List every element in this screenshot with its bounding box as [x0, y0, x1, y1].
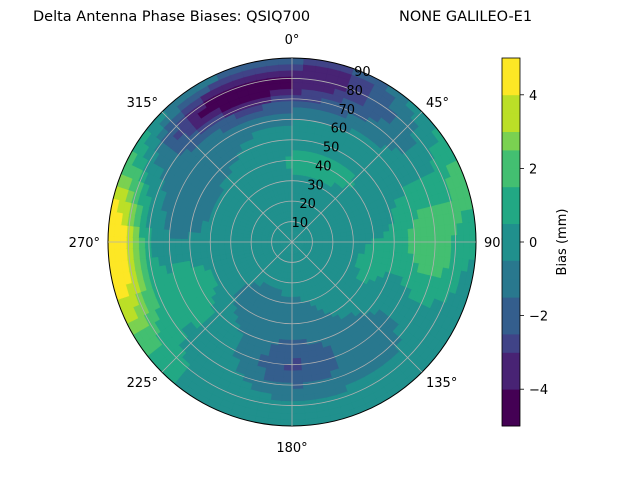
- bias-cell: [284, 143, 293, 151]
- angular-grid-line: [161, 241, 293, 373]
- angular-tick-label: 225°: [127, 376, 158, 391]
- colorbar-band: [502, 407, 520, 427]
- angular-grid-line: [291, 241, 423, 373]
- colorbar-band: [502, 260, 520, 280]
- bias-cell: [286, 173, 293, 182]
- colorbar-band: [502, 297, 520, 316]
- radial-tick-label: 20: [299, 197, 316, 212]
- radial-tick-label: 10: [292, 216, 309, 231]
- angular-grid-line: [161, 111, 293, 243]
- colorbar-tick-label: −2: [529, 310, 548, 325]
- bias-cell: [285, 161, 293, 169]
- colorbar-band: [502, 334, 520, 353]
- colorbar-band: [502, 76, 520, 96]
- colorbar-band: [502, 223, 520, 243]
- chart-subtitle: NONE GALILEO-E1: [399, 9, 533, 25]
- angular-tick-label: 135°: [426, 376, 457, 391]
- colorbar-band: [502, 389, 520, 408]
- colorbar: −4 −2 0 2 4 Bias (mm): [501, 57, 570, 427]
- radial-tick-label: 90: [354, 65, 371, 80]
- polar-grid: [107, 57, 477, 427]
- colorbar-band: [502, 131, 520, 151]
- colorbar-tick-label: 0: [529, 236, 537, 251]
- colorbar-tick-label: −4: [529, 383, 548, 398]
- colorbar-tick-label: 4: [529, 89, 537, 104]
- bias-cell: [108, 247, 116, 263]
- colorbar-band: [502, 113, 520, 132]
- colorbar-band: [502, 370, 520, 390]
- angular-tick-label: 180°: [276, 441, 307, 456]
- bias-cell: [468, 221, 476, 237]
- colorbar-band: [502, 278, 520, 298]
- angular-tick-label: 315°: [127, 96, 158, 111]
- angular-tick-label: 45°: [426, 96, 449, 111]
- colorbar-band: [502, 58, 520, 77]
- colorbar-band: [502, 150, 520, 169]
- radial-tick-label: 30: [307, 178, 324, 193]
- bias-cell: [286, 167, 293, 175]
- bias-cell: [290, 419, 307, 426]
- angular-tick-label: 0°: [285, 33, 300, 48]
- chart-title: Delta Antenna Phase Biases: QSIQ700: [33, 9, 311, 25]
- colorbar-tick-label: 2: [529, 162, 537, 177]
- bias-cell: [281, 106, 293, 114]
- radial-tick-label: 70: [338, 103, 355, 118]
- colorbar-band: [502, 352, 520, 372]
- bias-cell: [291, 370, 303, 378]
- angular-tick-label: 90°: [484, 236, 507, 251]
- radial-tick-label: 60: [331, 122, 348, 137]
- colorbar-band: [502, 186, 520, 206]
- bias-cell: [277, 58, 294, 65]
- radial-tick-labels: 10 20 30 40 50 60 70 80 90: [292, 65, 371, 231]
- angular-tick-labels: 0° 45° 90° 135° 180° 225° 270° 315°: [69, 33, 507, 456]
- colorbar-label: Bias (mm): [555, 209, 570, 276]
- colorbar-band: [502, 315, 520, 335]
- colorbar-band: [502, 242, 520, 261]
- colorbar-band: [502, 168, 520, 188]
- angular-grid-line: [291, 111, 423, 243]
- angular-tick-label: 270°: [69, 236, 100, 251]
- bias-cell: [277, 419, 294, 426]
- colorbar-band: [502, 94, 520, 114]
- colorbar-band: [502, 205, 520, 224]
- radial-tick-label: 40: [315, 159, 332, 174]
- radial-tick-label: 50: [323, 141, 340, 156]
- radial-tick-label: 80: [346, 84, 363, 99]
